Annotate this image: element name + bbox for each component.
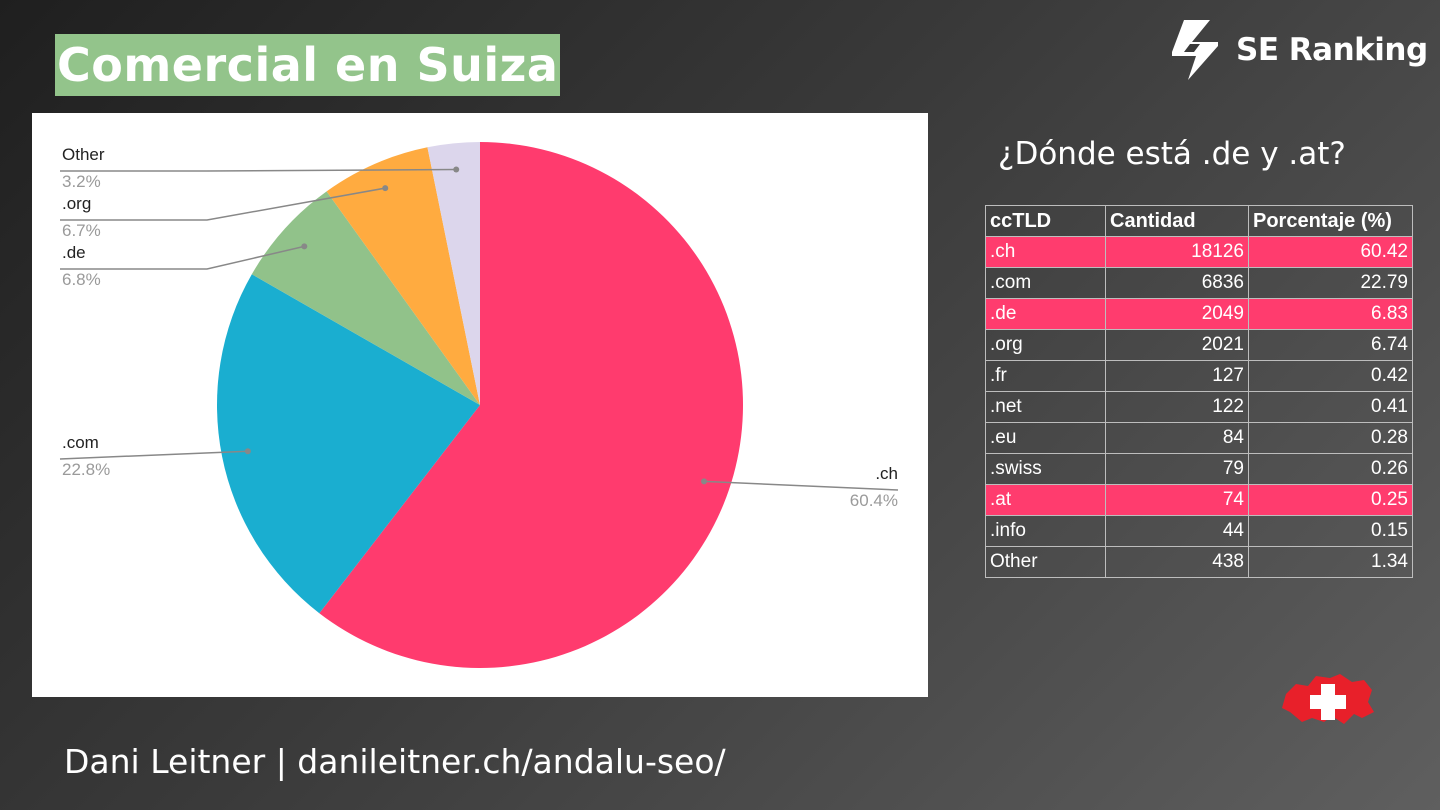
cell-porcentaje: 60.42 xyxy=(1248,236,1413,268)
cell-cantidad: 122 xyxy=(1105,391,1249,423)
pie-chart-panel: .ch 60.4% .com 22.8% .de 6.8% .org 6.7% Other 3.2… xyxy=(32,113,928,697)
cell-cantidad: 18126 xyxy=(1105,236,1249,268)
table-row: .eu 84 0.28 xyxy=(985,422,1413,454)
cell-cantidad: 2021 xyxy=(1105,329,1249,361)
cell-tld: .ch xyxy=(985,236,1106,268)
cell-tld: Other xyxy=(985,546,1106,578)
tld-table: ccTLD Cantidad Porcentaje (%) .ch 18126 60… xyxy=(985,205,1413,578)
cell-porcentaje: 0.41 xyxy=(1248,391,1413,423)
table-row: .info 44 0.15 xyxy=(985,515,1413,547)
cell-tld: .swiss xyxy=(985,453,1106,485)
cell-tld: .de xyxy=(985,298,1106,330)
cell-cantidad: 6836 xyxy=(1105,267,1249,299)
cell-tld: .org xyxy=(985,329,1106,361)
slide-title: Comercial en Suiza xyxy=(55,34,561,96)
cell-tld: .at xyxy=(985,484,1106,516)
pie-chart: .ch 60.4% .com 22.8% .de 6.8% .org 6.7% Other 3.2… xyxy=(59,142,899,668)
side-title: ¿Dónde está .de y .at? xyxy=(998,136,1346,172)
cell-porcentaje: 6.83 xyxy=(1248,298,1413,330)
brand-logo: SE Ranking xyxy=(1170,20,1428,80)
slice-percent-label: 3.2% xyxy=(62,172,101,191)
pie-slice-other xyxy=(427,142,480,405)
cell-cantidad: 84 xyxy=(1105,422,1249,454)
cell-porcentaje: 0.25 xyxy=(1248,484,1413,516)
cell-cantidad: 438 xyxy=(1105,546,1249,578)
slice-label: .org xyxy=(62,194,91,213)
pie-slice-ch xyxy=(319,142,743,668)
cell-porcentaje: 0.26 xyxy=(1248,453,1413,485)
table-row: .ch 18126 60.42 xyxy=(985,236,1413,268)
slice-label: Other xyxy=(62,145,105,164)
table-header-row: ccTLD Cantidad Porcentaje (%) xyxy=(985,205,1413,237)
leader-line xyxy=(704,480,899,491)
cell-porcentaje: 1.34 xyxy=(1248,546,1413,578)
cell-tld: .com xyxy=(985,267,1106,299)
footer-credit: Dani Leitner | danileitner.ch/andalu-seo… xyxy=(64,742,726,781)
leader-dot xyxy=(244,448,251,455)
header-porcentaje: Porcentaje (%) xyxy=(1248,205,1413,237)
leader-dot xyxy=(701,478,708,485)
slice-label: .com xyxy=(62,433,99,452)
leader-line xyxy=(60,187,386,221)
table-row: .de 2049 6.83 xyxy=(985,298,1413,330)
table-row: .swiss 79 0.26 xyxy=(985,453,1413,485)
leader-dot xyxy=(453,166,460,173)
header-cctld: ccTLD xyxy=(985,205,1106,237)
leader-line xyxy=(60,245,305,270)
table-row: .net 122 0.41 xyxy=(985,391,1413,423)
cell-porcentaje: 6.74 xyxy=(1248,329,1413,361)
pie-slice-de xyxy=(251,191,480,405)
cell-tld: .eu xyxy=(985,422,1106,454)
slice-percent-label: 60.4% xyxy=(850,491,898,510)
leader-line xyxy=(60,168,457,172)
table-row: .com 6836 22.79 xyxy=(985,267,1413,299)
slice-percent-label: 6.7% xyxy=(62,221,101,240)
se-ranking-logo-icon xyxy=(1172,20,1218,80)
cell-porcentaje: 0.28 xyxy=(1248,422,1413,454)
header-cantidad: Cantidad xyxy=(1105,205,1249,237)
leader-dot xyxy=(382,185,389,192)
pie-slice-com xyxy=(216,274,480,614)
cell-tld: .info xyxy=(985,515,1106,547)
swiss-flag-map-icon xyxy=(1282,674,1374,724)
cell-porcentaje: 22.79 xyxy=(1248,267,1413,299)
table-row: .fr 127 0.42 xyxy=(985,360,1413,392)
cell-tld: .fr xyxy=(985,360,1106,392)
leader-line xyxy=(59,450,248,460)
cell-tld: .net xyxy=(985,391,1106,423)
table-row: .at 74 0.25 xyxy=(985,484,1413,516)
cell-cantidad: 44 xyxy=(1105,515,1249,547)
table-row: Other 438 1.34 xyxy=(985,546,1413,578)
slice-percent-label: 6.8% xyxy=(62,270,101,289)
cell-cantidad: 127 xyxy=(1105,360,1249,392)
slice-label: .ch xyxy=(875,464,898,483)
pie-slice-org xyxy=(326,147,480,405)
cell-porcentaje: 0.15 xyxy=(1248,515,1413,547)
cell-cantidad: 79 xyxy=(1105,453,1249,485)
table-row: .org 2021 6.74 xyxy=(985,329,1413,361)
cell-cantidad: 2049 xyxy=(1105,298,1249,330)
slice-label: .de xyxy=(62,243,86,262)
leader-dot xyxy=(301,243,308,250)
cell-cantidad: 74 xyxy=(1105,484,1249,516)
brand-name: SE Ranking xyxy=(1236,32,1428,68)
slice-percent-label: 22.8% xyxy=(62,460,110,479)
cell-porcentaje: 0.42 xyxy=(1248,360,1413,392)
